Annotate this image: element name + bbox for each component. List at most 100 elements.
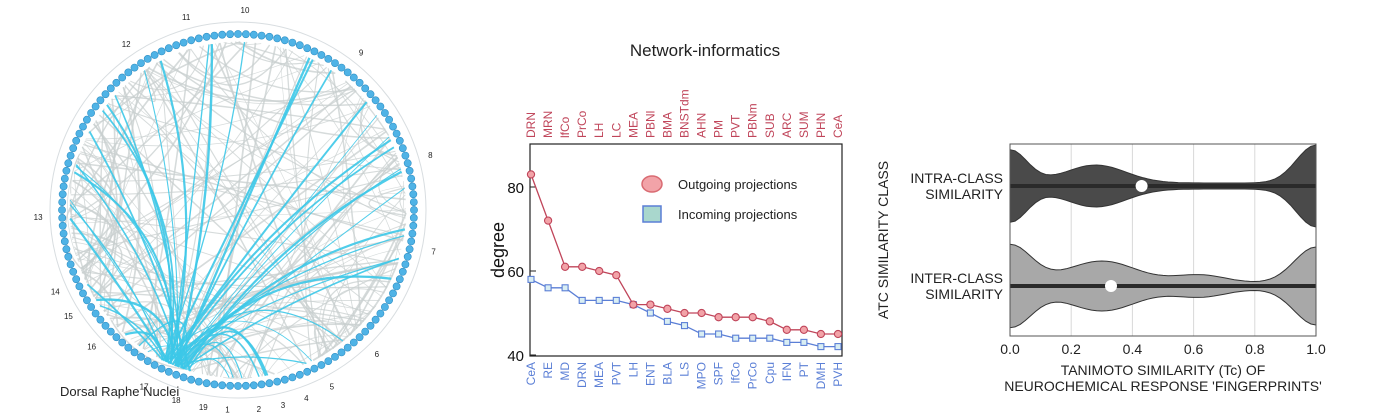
- sector-label: 17: [140, 383, 149, 392]
- left-caption: Dorsal Raphe Nuclei: [60, 384, 179, 399]
- network-node: [376, 309, 385, 318]
- network-node: [59, 229, 68, 238]
- network-node: [403, 159, 412, 168]
- network-edge: [83, 143, 404, 242]
- network-node: [310, 47, 319, 56]
- bottom-category-label: SPF: [712, 362, 726, 385]
- incoming-point: [663, 317, 671, 325]
- top-category-label: PM: [712, 120, 726, 138]
- network-node: [164, 367, 173, 376]
- network-node: [66, 151, 75, 160]
- network-node: [249, 381, 258, 390]
- network-node: [331, 59, 339, 67]
- network-node: [380, 303, 389, 311]
- legend-outgoing-marker: [641, 175, 663, 193]
- highlighted-edge: [165, 101, 368, 363]
- legend-outgoing-label: Outgoing projections: [678, 177, 798, 192]
- bottom-category-label: BLA: [660, 362, 674, 385]
- network-edge: [378, 157, 407, 213]
- sector-label: 16: [87, 342, 96, 351]
- network-node: [218, 381, 227, 390]
- network-node: [324, 55, 333, 63]
- network-edge: [114, 94, 386, 131]
- network-node: [69, 267, 78, 276]
- incoming-point: [749, 334, 757, 342]
- highlighted-edge: [69, 199, 185, 370]
- network-node: [83, 296, 91, 305]
- network-node: [408, 229, 417, 238]
- sector-label: 7: [431, 248, 436, 257]
- network-edge: [145, 69, 388, 289]
- network-edge: [70, 153, 81, 194]
- sector-label: 5: [330, 383, 335, 392]
- incoming-point: [595, 296, 603, 304]
- violin-x-axis-label-line-1: TANIMOTO SIMILARITY (Tc) OF: [1061, 362, 1266, 378]
- network-node: [91, 309, 100, 318]
- network-node: [87, 303, 95, 311]
- network-node: [62, 166, 71, 175]
- network-edge: [72, 236, 235, 379]
- top-category-label: BNSTdm: [678, 89, 692, 138]
- network-edge: [210, 138, 391, 377]
- x-tick-label: 0.2: [1061, 341, 1081, 357]
- network-node: [60, 174, 69, 183]
- network-node: [392, 129, 401, 138]
- chart-title: Network-informatics: [630, 41, 780, 60]
- network-node: [106, 84, 115, 93]
- y-ticks: 40 60 80: [507, 180, 536, 365]
- bottom-category-labels: CeA RE MD DRN MEA PVT LH ENT BLA LS MPO SPF lfCo PrCo…: [524, 361, 845, 389]
- bottom-category-label: MD: [558, 362, 572, 381]
- network-node: [210, 31, 219, 40]
- network-node: [101, 321, 110, 330]
- network-edge: [192, 316, 358, 373]
- network-node: [79, 122, 87, 131]
- network-node: [172, 370, 181, 379]
- network-node: [179, 373, 188, 382]
- network-edge: [331, 70, 362, 325]
- network-node: [395, 136, 404, 145]
- network-node: [249, 30, 258, 39]
- x-tick-label: 0.6: [1184, 341, 1204, 357]
- network-edge: [70, 167, 401, 196]
- network-node: [64, 252, 73, 261]
- outgoing-point: [578, 262, 587, 271]
- network-node: [226, 381, 234, 390]
- network-node: [124, 343, 133, 352]
- network-ring: [49, 21, 427, 399]
- network-node: [87, 109, 95, 117]
- incoming-point: [527, 275, 535, 283]
- sector-label: 19: [199, 403, 208, 412]
- network-node: [241, 30, 250, 39]
- y-axis-label: degree: [488, 222, 508, 278]
- top-category-label: lfCo: [558, 116, 572, 138]
- bottom-category-label: MPO: [695, 362, 709, 389]
- highlighted-edge: [175, 44, 214, 367]
- incoming-point: [646, 309, 654, 317]
- bottom-category-label: CeA: [524, 362, 538, 385]
- highlighted-edge: [143, 70, 179, 367]
- network-edge: [145, 69, 307, 365]
- violin-x-axis-label-line-2: NEUROCHEMICAL RESPONSE 'FINGERPRINTS': [1004, 378, 1322, 394]
- network-node: [150, 51, 159, 59]
- bottom-category-label: DRN: [575, 362, 589, 388]
- highlighted-edge: [176, 136, 390, 367]
- network-node: [303, 44, 312, 53]
- network-edge: [332, 235, 405, 349]
- outgoing-point: [816, 329, 826, 339]
- outgoing-point: [731, 313, 740, 322]
- network-node: [409, 190, 418, 199]
- network-node: [143, 357, 152, 365]
- network-node: [371, 315, 380, 324]
- violins: [1009, 144, 1317, 329]
- top-category-label: CeA: [831, 115, 845, 138]
- network-node: [106, 327, 115, 336]
- network-node: [288, 38, 297, 47]
- top-category-label: BMA: [660, 112, 674, 138]
- network-node: [273, 377, 282, 386]
- top-category-label: PrCo: [575, 110, 589, 138]
- network-node: [60, 237, 69, 246]
- bottom-category-label: PrCo: [746, 362, 760, 390]
- highlighted-edge: [170, 44, 210, 365]
- highlighted-edge: [181, 257, 400, 370]
- x-tick-label: 1.0: [1306, 341, 1326, 357]
